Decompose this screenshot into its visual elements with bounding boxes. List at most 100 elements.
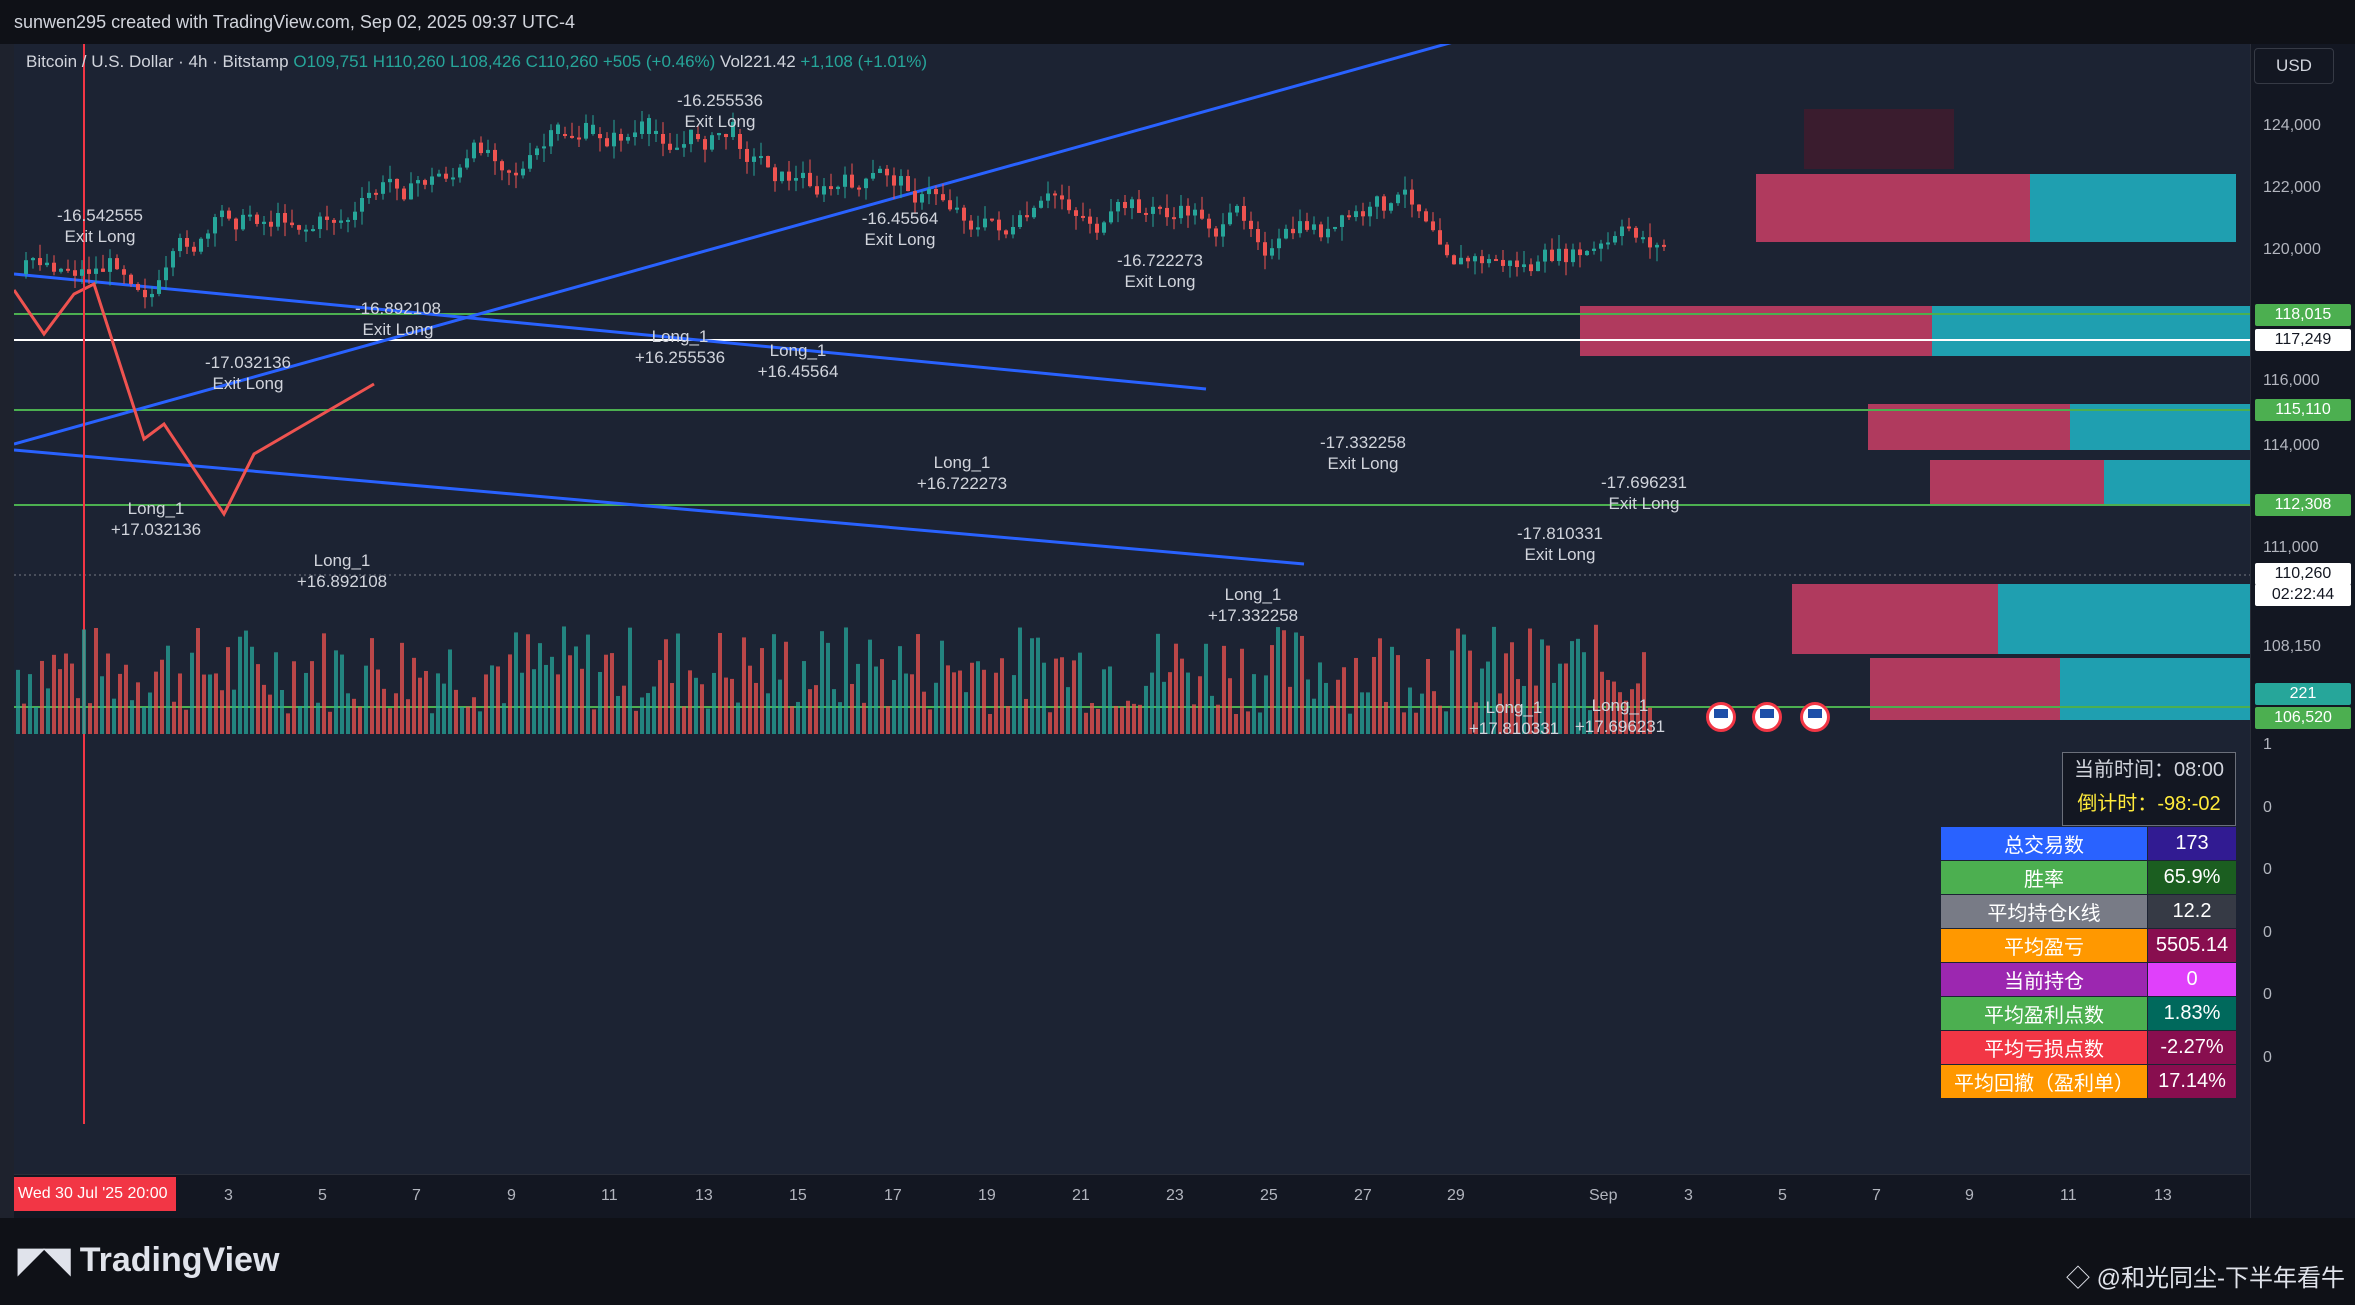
currency-button[interactable]: USD [2254, 48, 2334, 84]
volume-bar [1210, 695, 1214, 734]
volume-bar [394, 693, 398, 734]
tradingview-logo[interactable]: ◤◥ TradingView [18, 1240, 279, 1280]
candle-body [1599, 243, 1603, 249]
candle-body [1466, 257, 1470, 262]
us-flag-event-icon[interactable] [1800, 702, 1830, 732]
candle-body [150, 293, 154, 298]
candle-body [1067, 199, 1071, 211]
candle-body [584, 122, 588, 139]
volume-bar [700, 684, 704, 734]
candle-body [1557, 248, 1561, 261]
candle-body [507, 170, 511, 173]
candle-body [374, 192, 378, 195]
candle-body [1487, 259, 1491, 264]
stats-value: 12.2 [2147, 894, 2237, 929]
candle-body [1081, 215, 1085, 218]
candle-body [318, 216, 322, 230]
price-chart-canvas[interactable] [14, 44, 2250, 1174]
volume-bar [1246, 711, 1250, 734]
candle-body [1249, 220, 1253, 230]
candle-body [1039, 200, 1043, 208]
legend-symbol[interactable]: Bitcoin / U.S. Dollar · 4h · Bitstamp [26, 52, 289, 71]
candle-body [1263, 242, 1267, 256]
volume-bar [730, 678, 734, 734]
volume-bar [1234, 713, 1238, 734]
volume-bar [28, 674, 32, 734]
volume-bar [1414, 712, 1418, 734]
candle-body [577, 137, 581, 140]
candle-body [1613, 236, 1617, 243]
volume-bar [238, 636, 242, 734]
stats-row: 总交易数 173 [1940, 826, 2237, 861]
candle-body [129, 274, 133, 285]
volume-bar [376, 669, 380, 734]
candle-body [1144, 212, 1148, 215]
candle-body [465, 158, 469, 168]
candle-body [115, 258, 119, 270]
volume-bar [340, 654, 344, 734]
volume-bar [364, 665, 368, 734]
volume-bar [1474, 702, 1478, 734]
volume-bar [1084, 712, 1088, 734]
volume-bar [736, 702, 740, 734]
time-tick: 3 [224, 1187, 233, 1204]
volume-bar [1648, 707, 1652, 734]
candle-body [1480, 256, 1484, 264]
legend-close: C110,260 [525, 52, 599, 71]
stats-key: 总交易数 [1940, 826, 2148, 861]
volume-bar [1606, 679, 1610, 734]
volume-bar [136, 682, 140, 734]
trade-signal-label: Long_1 +16.255536 [634, 327, 726, 367]
candle-body [122, 269, 126, 275]
volume-bar [46, 688, 50, 734]
volume-bar [880, 659, 884, 734]
trade-signal-label: -16.255536 Exit Long [676, 91, 764, 131]
us-flag-event-icon[interactable] [1752, 702, 1782, 732]
candle-body [297, 225, 301, 230]
candle-body [843, 174, 847, 187]
candle-body [787, 171, 791, 181]
candle-body [808, 172, 812, 187]
legend-high: H110,260 [372, 52, 446, 71]
volume-bar [652, 686, 656, 734]
volume-profile-bar [2030, 174, 2236, 242]
volume-bar [928, 709, 932, 734]
volume-bar [1402, 712, 1406, 734]
price-scale[interactable]: 124,000 122,000 120,000 116,000 114,000 111,0… [2250, 44, 2355, 1218]
volume-bar [1108, 666, 1112, 734]
chart-pane[interactable] [14, 44, 2250, 1218]
volume-bar [760, 648, 764, 734]
volume-bar [958, 670, 962, 734]
candle-body [1207, 218, 1211, 229]
trend-line [14, 272, 1207, 391]
candle-body [1242, 205, 1246, 221]
symbol-legend[interactable]: Bitcoin / U.S. Dollar · 4h · Bitstamp O1… [26, 52, 927, 72]
volume-bar [1102, 669, 1106, 734]
candle-body [913, 191, 917, 203]
volume-bar [1168, 672, 1172, 734]
candle-body [969, 220, 973, 230]
candle-body [1641, 237, 1645, 240]
volume-bar [808, 689, 812, 734]
volume-bar [190, 652, 194, 734]
candle-body [276, 213, 280, 227]
legend-volume: Vol221.42 [720, 52, 796, 71]
candle-body [570, 135, 574, 138]
volume-bar [118, 673, 122, 734]
trade-signal-label: -16.722273 Exit Long [1116, 251, 1204, 291]
volume-bar [1480, 668, 1484, 734]
candle-body [598, 134, 602, 139]
volume-bar [1570, 641, 1574, 734]
volume-bar [1228, 678, 1232, 734]
candle-body [444, 173, 448, 179]
candle-body [416, 180, 420, 184]
candle-body [871, 172, 875, 179]
time-axis[interactable]: Wed 30 Jul '25 20:00 3 5 7 9 11 13 15 17 19 21 23 2… [14, 1174, 2250, 1219]
volume-bar [886, 706, 890, 734]
volume-bar [1030, 638, 1034, 734]
candle-body [1228, 212, 1232, 225]
stats-row: 平均盈利点数 1.83% [1940, 996, 2237, 1031]
volume-bar [1390, 646, 1394, 734]
us-flag-event-icon[interactable] [1706, 702, 1736, 732]
time-tick: 15 [789, 1187, 807, 1204]
